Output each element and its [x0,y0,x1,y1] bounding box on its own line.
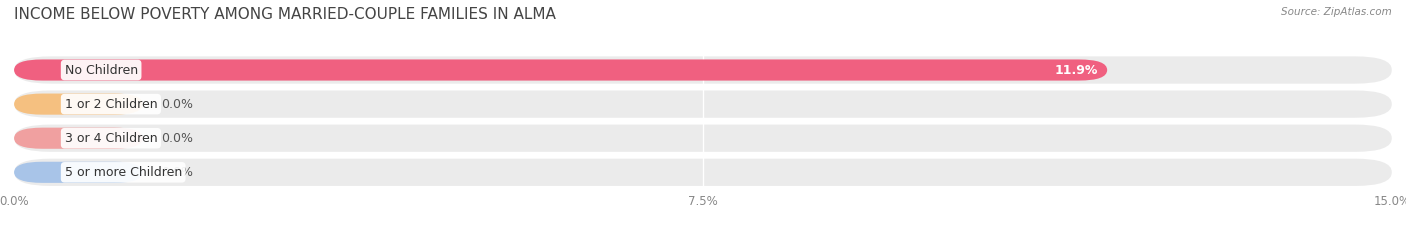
FancyBboxPatch shape [14,162,142,183]
Text: No Children: No Children [65,64,138,76]
Text: 5 or more Children: 5 or more Children [65,166,181,179]
FancyBboxPatch shape [14,59,1107,81]
Text: 0.0%: 0.0% [162,98,193,111]
Text: 1 or 2 Children: 1 or 2 Children [65,98,157,111]
Text: INCOME BELOW POVERTY AMONG MARRIED-COUPLE FAMILIES IN ALMA: INCOME BELOW POVERTY AMONG MARRIED-COUPL… [14,7,555,22]
FancyBboxPatch shape [14,125,1392,152]
FancyBboxPatch shape [14,56,1392,84]
Text: 11.9%: 11.9% [1054,64,1098,76]
FancyBboxPatch shape [14,90,1392,118]
Text: Source: ZipAtlas.com: Source: ZipAtlas.com [1281,7,1392,17]
FancyBboxPatch shape [14,128,142,149]
Text: 3 or 4 Children: 3 or 4 Children [65,132,157,145]
Text: 0.0%: 0.0% [162,166,193,179]
Text: 0.0%: 0.0% [162,132,193,145]
FancyBboxPatch shape [14,159,1392,186]
FancyBboxPatch shape [14,93,142,115]
